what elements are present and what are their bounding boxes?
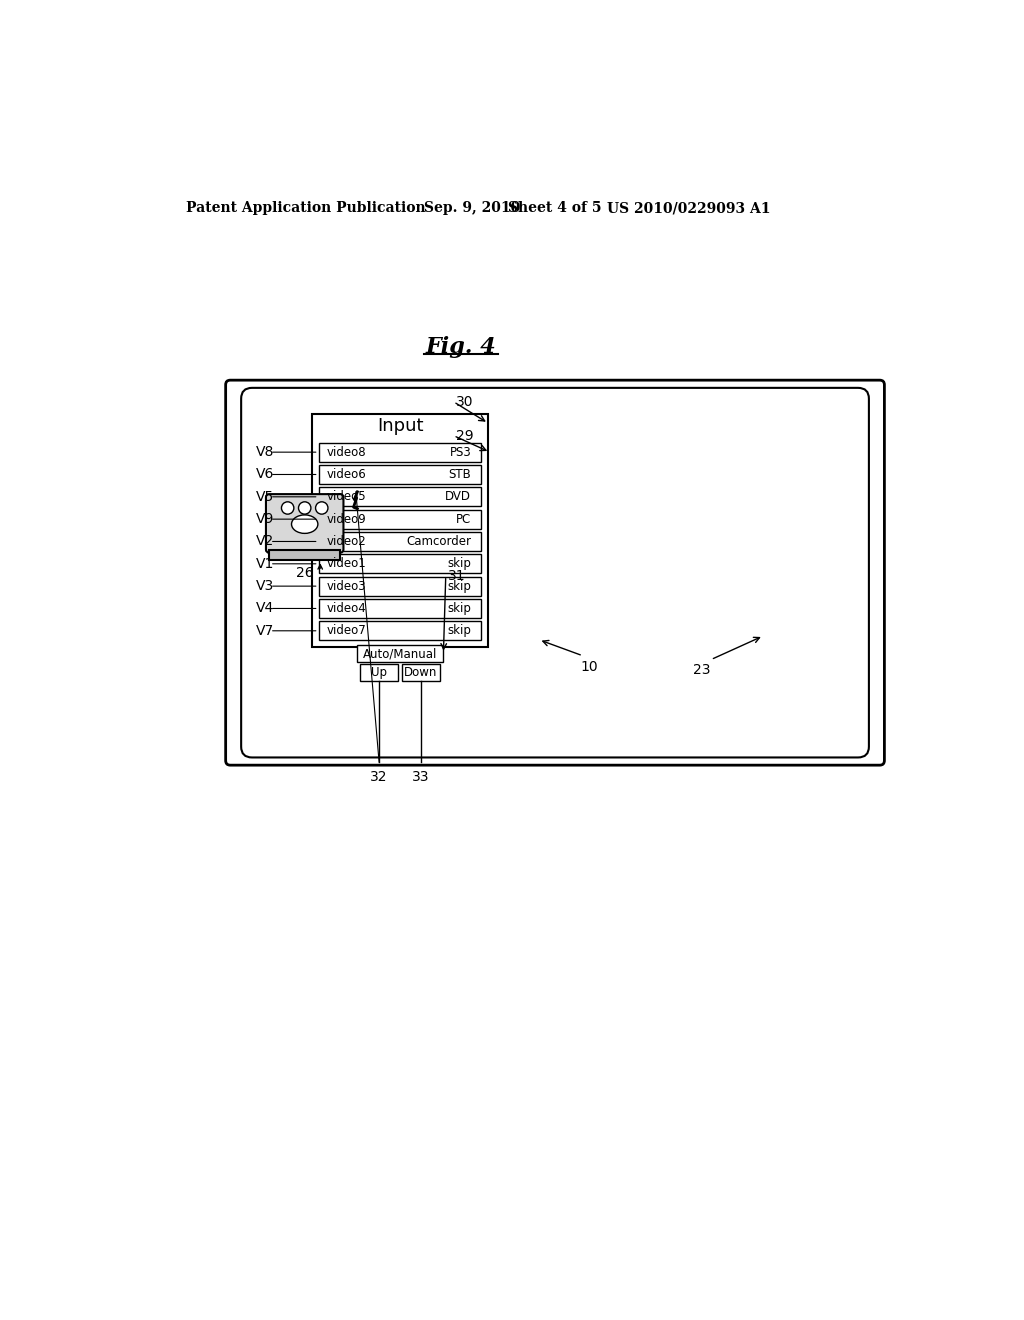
Text: video1: video1 [327,557,367,570]
Text: Patent Application Publication: Patent Application Publication [186,202,426,215]
Bar [318,442,481,462]
Text: Fig. 4: Fig. 4 [426,337,497,358]
Text: 29: 29 [456,429,473,442]
Text: V4: V4 [256,602,274,615]
Text: V7: V7 [256,624,274,638]
Bar [318,577,481,595]
Text: Down: Down [404,667,437,680]
Text: 10: 10 [581,660,598,673]
Text: STB: STB [449,469,471,480]
Text: 32: 32 [371,771,388,784]
Bar [318,487,481,507]
Text: V2: V2 [256,535,274,549]
Circle shape [299,502,311,513]
Text: video3: video3 [327,579,366,593]
Text: video7: video7 [327,624,367,638]
Text: video6: video6 [327,469,367,480]
Text: US 2010/0229093 A1: US 2010/0229093 A1 [607,202,770,215]
Text: PC: PC [456,512,471,525]
Bar [269,549,340,561]
FancyBboxPatch shape [225,380,885,766]
Circle shape [282,502,294,513]
Bar [318,510,481,529]
Text: skip: skip [447,602,471,615]
Circle shape [315,502,328,513]
Text: 26: 26 [296,566,313,579]
Text: Sep. 9, 2010: Sep. 9, 2010 [424,202,520,215]
Text: video5: video5 [327,490,366,503]
Text: skip: skip [447,624,471,638]
Text: Auto/Manual: Auto/Manual [362,647,437,660]
Bar [359,664,398,681]
Bar [318,622,481,640]
Bar [318,599,481,618]
Text: Camcorder: Camcorder [407,535,471,548]
Text: V1: V1 [256,557,274,570]
Text: Input: Input [377,417,423,436]
Text: 33: 33 [413,771,430,784]
FancyBboxPatch shape [266,494,343,553]
Bar [311,414,488,647]
Text: video4: video4 [327,602,367,615]
Text: DVD: DVD [445,490,471,503]
Bar [356,645,443,663]
Text: 31: 31 [449,569,466,582]
Text: skip: skip [447,557,471,570]
Text: V5: V5 [256,490,274,504]
Bar [401,664,440,681]
Text: V6: V6 [256,467,274,482]
Bar [318,532,481,552]
Text: video9: video9 [327,512,367,525]
Text: 30: 30 [456,395,473,409]
Text: video2: video2 [327,535,367,548]
Ellipse shape [292,515,317,533]
FancyBboxPatch shape [241,388,869,758]
Text: video8: video8 [327,446,366,458]
Bar [318,465,481,484]
Text: skip: skip [447,579,471,593]
Text: V3: V3 [256,579,274,593]
Text: V9: V9 [256,512,274,527]
Text: Up: Up [371,667,387,680]
Text: Sheet 4 of 5: Sheet 4 of 5 [508,202,601,215]
Bar [318,554,481,573]
Text: PS3: PS3 [450,446,471,458]
Text: 23: 23 [693,664,711,677]
Text: V8: V8 [256,445,274,459]
